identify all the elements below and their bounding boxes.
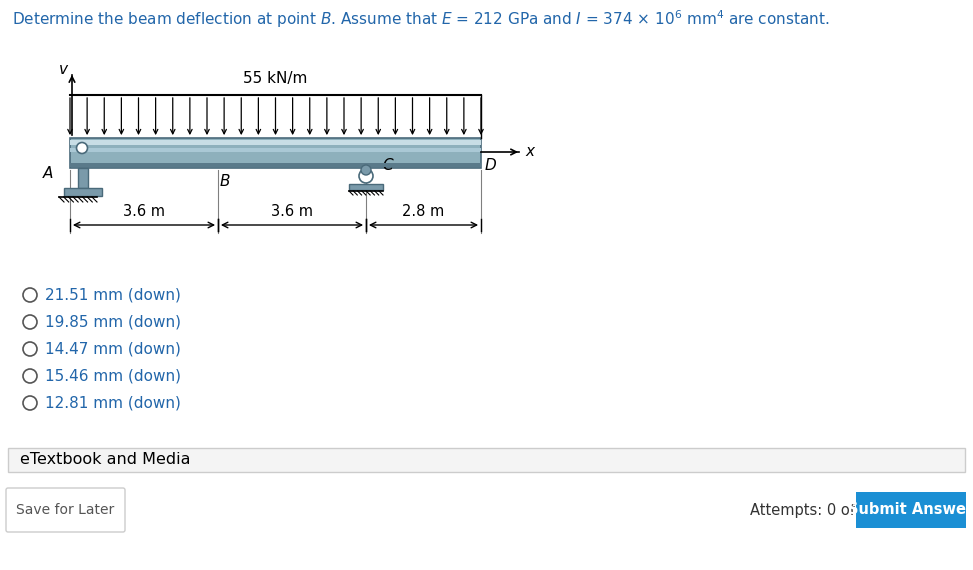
Bar [70,148,481,152]
Bar [70,138,481,168]
Text: 14.47 mm (down): 14.47 mm (down) [45,341,181,356]
Circle shape [77,142,88,153]
Text: C: C [382,157,393,173]
Text: 15.46 mm (down): 15.46 mm (down) [45,368,181,384]
Bar [349,184,383,190]
Text: Determine the beam deflection at point $\mathit{B}$. Assume that $\mathit{E}$ = : Determine the beam deflection at point $… [12,8,830,30]
Circle shape [23,369,37,383]
FancyBboxPatch shape [6,488,125,532]
Text: v: v [59,63,68,78]
Bar [856,492,966,528]
Text: B: B [220,174,231,189]
Text: 3.6 m: 3.6 m [123,203,165,218]
Text: Attempts: 0 of 1 used: Attempts: 0 of 1 used [750,503,909,518]
Circle shape [23,288,37,302]
Text: D: D [485,157,497,173]
Text: Submit Answer: Submit Answer [848,503,973,518]
Text: 21.51 mm (down): 21.51 mm (down) [45,287,181,303]
Bar [70,140,481,145]
Text: x: x [525,145,534,160]
Text: 2.8 m: 2.8 m [403,203,445,218]
Circle shape [23,315,37,329]
Bar [70,163,481,167]
Text: 19.85 mm (down): 19.85 mm (down) [45,315,181,329]
Text: 55 kN/m: 55 kN/m [243,71,307,85]
Bar [78,168,88,188]
Text: A: A [43,166,54,181]
Circle shape [23,342,37,356]
Circle shape [359,169,373,183]
Text: Save for Later: Save for Later [16,503,114,517]
Text: eTextbook and Media: eTextbook and Media [20,453,191,467]
Text: 12.81 mm (down): 12.81 mm (down) [45,396,181,410]
Bar [64,188,102,196]
Circle shape [361,165,371,175]
Circle shape [23,396,37,410]
Bar [8,448,965,472]
Text: 3.6 m: 3.6 m [271,203,313,218]
